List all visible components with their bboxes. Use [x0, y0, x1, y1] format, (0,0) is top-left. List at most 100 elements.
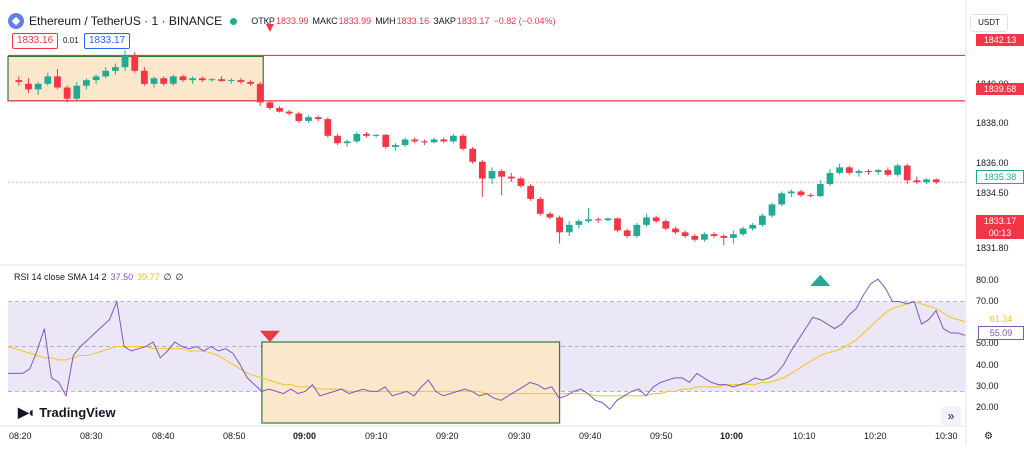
time-tick: 08:50 [223, 431, 246, 441]
rsi-flag-2: ∅ [175, 272, 184, 282]
candle-body [363, 133, 370, 136]
candle-body [449, 135, 457, 142]
candle-body [54, 76, 61, 88]
time-tick: 09:50 [650, 431, 673, 441]
candle-body [73, 85, 81, 99]
lower-line-price-badge[interactable]: 1839.68 [976, 83, 1024, 95]
time-tick: 08:20 [9, 431, 32, 441]
time-tick: 09:40 [579, 431, 602, 441]
rsi-legend[interactable]: RSI 14 close SMA 14 2 37.50 39.77 ∅ ∅ [14, 272, 183, 283]
candle-body [836, 167, 843, 173]
time-tick: 10:30 [935, 431, 958, 441]
candle-body [208, 79, 216, 81]
candle-body [372, 134, 380, 136]
chart-header: ◆ Ethereum / TetherUS · 1 · BINANCE ОТКР… [8, 10, 555, 32]
symbol-title[interactable]: Ethereum / TetherUS · 1 · BINANCE [29, 14, 223, 28]
candle-body [749, 224, 757, 229]
time-tick: 09:30 [508, 431, 531, 441]
time-tick: 09:00 [293, 431, 317, 441]
candle-body [266, 102, 274, 108]
rsi-badge: 55.09 [978, 326, 1024, 340]
candle-body [160, 78, 168, 84]
double-chevron-right-icon[interactable]: » [941, 406, 961, 426]
candle-body [25, 83, 32, 90]
candle-body [121, 55, 129, 68]
candle-body [353, 133, 361, 142]
rsi-tick: 50.00 [976, 338, 999, 348]
time-tick: 08:30 [80, 431, 103, 441]
candle-body [865, 171, 872, 173]
candle-body [604, 218, 612, 221]
rsi-line [8, 278, 966, 411]
candle-body [768, 204, 776, 216]
candle-body [758, 215, 766, 225]
rsi-label: RSI 14 close SMA 14 2 [14, 272, 107, 282]
rsi-sma-badge: 61.34 [978, 313, 1024, 325]
candle-body [826, 172, 834, 185]
rsi-sma-value: 39.77 [137, 272, 160, 282]
candle-body [411, 139, 419, 142]
candle-body [816, 184, 824, 197]
candle-body [305, 117, 312, 121]
candle-body [778, 193, 786, 205]
candle-body [652, 217, 660, 222]
countdown-badge: 00:13 [976, 227, 1024, 239]
time-tick: 10:20 [864, 431, 887, 441]
upper-line-price-badge[interactable]: 1842.13 [976, 34, 1024, 46]
candle-body [720, 236, 728, 238]
currency-selector[interactable]: USDT [970, 14, 1008, 32]
close-value: 1833.17 [456, 16, 490, 26]
candle-body [430, 139, 438, 143]
candle-body [807, 195, 815, 197]
candle-body [556, 217, 563, 233]
candle-body [923, 179, 930, 183]
candle-body [459, 135, 467, 149]
high-label: МАКС [312, 16, 338, 26]
open-value: 1833.99 [275, 16, 309, 26]
rsi-tick: 70.00 [976, 296, 999, 306]
candle-body [594, 219, 602, 221]
candle-body [198, 78, 206, 81]
down-triangle-icon [259, 330, 280, 343]
candle-body [739, 228, 747, 235]
candle-body [102, 70, 110, 77]
rsi-tick: 20.00 [976, 402, 999, 412]
candle-body [112, 67, 119, 71]
price-tick: 1836.00 [976, 158, 1009, 168]
high-value: 1833.99 [338, 16, 372, 26]
rsi-tick: 80.00 [976, 275, 999, 285]
candle-body [884, 170, 892, 175]
candle-body [662, 221, 670, 229]
buy-price-box[interactable]: 1833.17 [84, 33, 131, 49]
candle-body [585, 219, 592, 222]
candle-body [894, 165, 901, 175]
time-tick: 09:20 [436, 431, 459, 441]
candle-body [83, 80, 90, 86]
candle-body [527, 185, 534, 199]
sell-price-box[interactable]: 1833.16 [12, 33, 59, 49]
candle-body [140, 70, 148, 84]
time-tick: 08:40 [152, 431, 175, 441]
sma-price-badge: 1835.38 [976, 170, 1024, 184]
rsi-zone-box [261, 341, 561, 424]
gear-icon[interactable]: ⚙ [984, 431, 993, 442]
candle-body [855, 171, 863, 173]
tradingview-mark-icon: ▶◖ [18, 404, 35, 420]
candle-body [710, 234, 718, 237]
candle-body [932, 179, 940, 183]
candle-body [498, 171, 506, 177]
candle-body [169, 76, 177, 84]
candle-body [63, 87, 71, 99]
close-label: ЗАКР [433, 16, 456, 26]
candle-body [546, 213, 554, 218]
ethereum-logo-icon: ◆ [8, 13, 24, 29]
low-value: 1833.16 [396, 16, 430, 26]
spread-value: 0.01 [63, 36, 79, 45]
candle-body [218, 79, 225, 82]
rsi-tick: 40.00 [976, 360, 999, 370]
candle-body [469, 148, 477, 162]
candle-body [131, 55, 139, 71]
candle-body [730, 234, 737, 238]
price-tick: 1831.80 [976, 243, 1009, 253]
